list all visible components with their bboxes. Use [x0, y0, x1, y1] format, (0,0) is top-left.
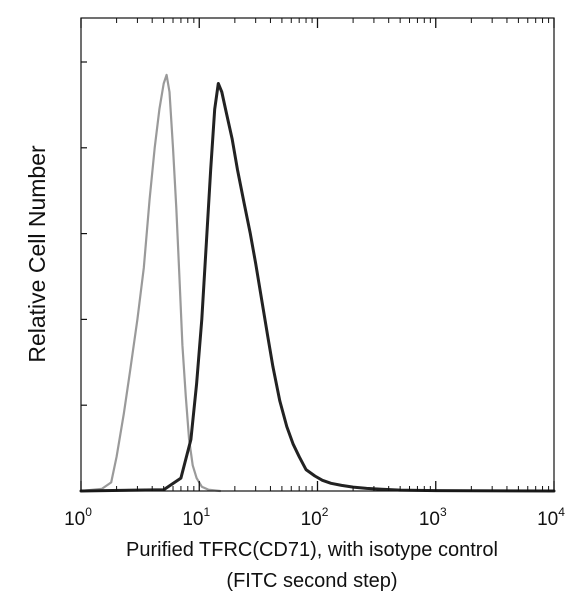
x-tick-label: 104 — [537, 505, 565, 530]
series-line-0 — [79, 73, 222, 493]
axes-layer — [80, 17, 555, 492]
series-layer — [79, 73, 556, 493]
labels-layer: Purified TFRC(CD71), with isotype contro… — [24, 145, 498, 592]
x-axis-label: Purified TFRC(CD71), with isotype contro… — [126, 539, 498, 561]
plot-frame — [80, 17, 555, 492]
y-axis-label: Relative Cell Number — [24, 145, 50, 363]
ticks-layer: 100 101 102 103 104 — [64, 18, 565, 530]
x-axis-label-line2: (FITC second step) — [226, 570, 397, 592]
x-tick-label: 102 — [301, 505, 329, 530]
x-tick-label: 103 — [419, 505, 447, 530]
series-line-1 — [79, 82, 556, 493]
x-tick-label: 101 — [182, 505, 210, 530]
x-tick-label: 100 — [64, 505, 92, 530]
